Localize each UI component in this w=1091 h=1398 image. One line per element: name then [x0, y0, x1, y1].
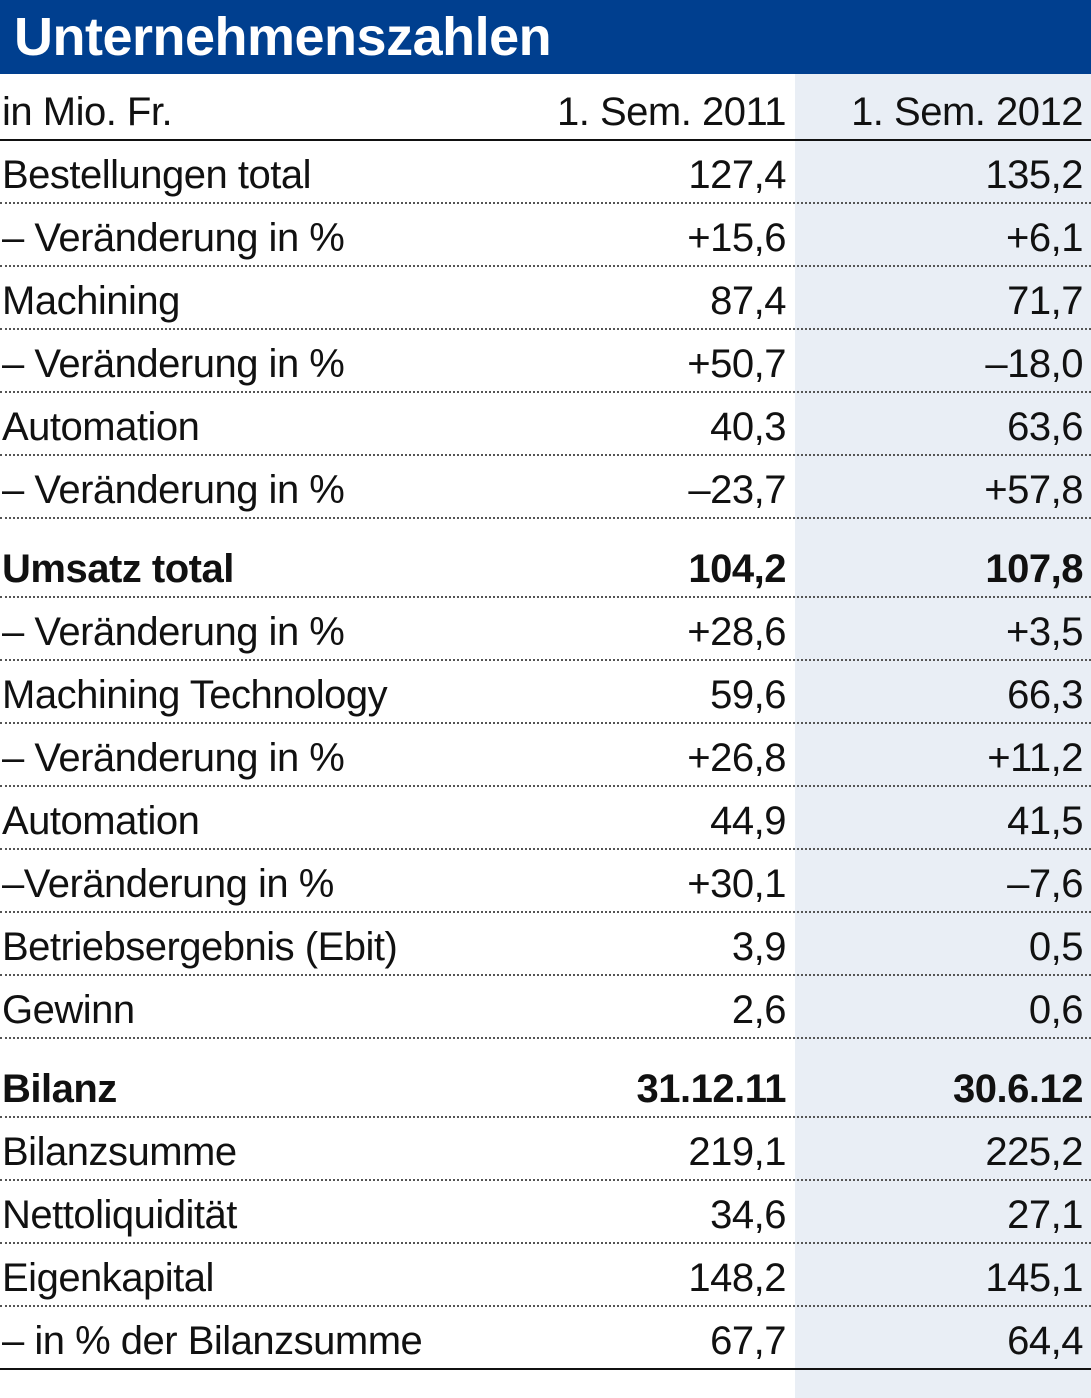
value-2011: 3,9: [731, 925, 787, 969]
table-header: in Mio. Fr. 1. Sem. 2011 1. Sem. 2012: [0, 74, 1091, 141]
value-2011: +50,7: [687, 342, 786, 386]
table-row: – Veränderung in % +50,7 –18,0: [0, 330, 1091, 393]
row-label: Machining: [2, 279, 180, 323]
value-2012: –18,0: [985, 342, 1083, 386]
row-label: – Veränderung in %: [2, 610, 345, 654]
value-2011: 67,7: [710, 1319, 786, 1363]
unit-label: in Mio. Fr.: [2, 90, 173, 134]
value-2011: –23,7: [688, 468, 786, 512]
table-row-umsatz-total: Umsatz total 104,2 107,8: [0, 519, 1091, 598]
row-label: Eigenkapital: [2, 1256, 214, 1300]
table-row: Bilanzsumme 219,1 225,2: [0, 1118, 1091, 1181]
table-row: – Veränderung in % –23,7 +57,8: [0, 456, 1091, 519]
value-2011: 31.12.11: [636, 1067, 787, 1111]
table-row: Automation 44,9 41,5: [0, 787, 1091, 850]
row-label: –Veränderung in %: [2, 862, 334, 906]
value-2011: 40,3: [710, 405, 786, 449]
value-2011: +30,1: [687, 862, 786, 906]
row-label: Bilanz: [2, 1067, 117, 1111]
row-label: – in % der Bilanzsumme: [2, 1319, 423, 1363]
row-label: Nettoliquidität: [2, 1193, 237, 1237]
value-2012: 30.6.12: [953, 1067, 1083, 1111]
value-2012: 145,1: [985, 1256, 1083, 1300]
value-2012: 66,3: [1007, 673, 1083, 717]
value-2012: 107,8: [985, 547, 1083, 591]
value-2012: 135,2: [985, 153, 1083, 197]
value-2011: 44,9: [710, 799, 786, 843]
row-label: Machining Technology: [2, 673, 388, 717]
value-2012: 41,5: [1007, 799, 1083, 843]
table-row: Gewinn 2,6 0,6: [0, 976, 1091, 1039]
value-2012: +3,5: [1006, 610, 1083, 654]
row-label: – Veränderung in %: [2, 342, 345, 386]
value-2012: 0,5: [1028, 925, 1084, 969]
table-row: Betriebsergebnis (Ebit) 3,9 0,5: [0, 913, 1091, 976]
table-row: – in % der Bilanzsumme 67,7 64,4: [0, 1307, 1091, 1370]
row-label: – Veränderung in %: [2, 216, 345, 260]
value-2012: +6,1: [1006, 216, 1083, 260]
table-row: Automation 40,3 63,6: [0, 393, 1091, 456]
value-2011: 148,2: [688, 1256, 786, 1300]
row-label: Gewinn: [2, 988, 135, 1032]
value-2012: 0,6: [1028, 988, 1084, 1032]
figures-table: in Mio. Fr. 1. Sem. 2011 1. Sem. 2012 Be…: [0, 74, 1091, 1370]
value-2012: 63,6: [1007, 405, 1083, 449]
row-label: Automation: [2, 799, 200, 843]
table-row-bilanz: Bilanz 31.12.11 30.6.12: [0, 1039, 1091, 1118]
table-row: Nettoliquidität 34,6 27,1: [0, 1181, 1091, 1244]
value-2011: 59,6: [710, 673, 786, 717]
value-2012: –7,6: [1007, 862, 1083, 906]
row-label: Umsatz total: [2, 547, 234, 591]
value-2011: +28,6: [687, 610, 786, 654]
value-2011: 219,1: [688, 1130, 786, 1174]
page-title: Unternehmenszahlen: [14, 7, 552, 67]
row-label: Betriebsergebnis (Ebit): [2, 925, 398, 969]
column-header-2012: 1. Sem. 2012: [851, 90, 1083, 134]
value-2011: 104,2: [688, 547, 786, 591]
table-row: Eigenkapital 148,2 145,1: [0, 1244, 1091, 1307]
table-row: – Veränderung in % +26,8 +11,2: [0, 724, 1091, 787]
value-2011: 34,6: [710, 1193, 786, 1237]
row-label: Bilanzsumme: [2, 1130, 237, 1174]
column-header-2011: 1. Sem. 2011: [557, 90, 786, 134]
table-row: Machining Technology 59,6 66,3: [0, 661, 1091, 724]
row-label: Automation: [2, 405, 200, 449]
row-label: Bestellungen total: [2, 153, 312, 197]
value-2012: 225,2: [985, 1130, 1083, 1174]
value-2012: +57,8: [984, 468, 1083, 512]
table-row: –Veränderung in % +30,1 –7,6: [0, 850, 1091, 913]
table-row: – Veränderung in % +28,6 +3,5: [0, 598, 1091, 661]
value-2011: +26,8: [687, 736, 786, 780]
row-label: – Veränderung in %: [2, 468, 345, 512]
value-2011: 87,4: [710, 279, 786, 323]
value-2012: 71,7: [1007, 279, 1083, 323]
table-row-bestellungen: Bestellungen total 127,4 135,2: [0, 141, 1091, 204]
value-2012: +11,2: [987, 736, 1083, 780]
value-2011: 2,6: [731, 988, 787, 1032]
column-2012-shading: [795, 74, 1091, 1398]
title-bar: Unternehmenszahlen: [0, 0, 1091, 74]
row-label: – Veränderung in %: [2, 736, 345, 780]
value-2011: +15,6: [687, 216, 786, 260]
table-row: Machining 87,4 71,7: [0, 267, 1091, 330]
value-2012: 27,1: [1007, 1193, 1083, 1237]
value-2012: 64,4: [1007, 1319, 1083, 1363]
value-2011: 127,4: [688, 153, 786, 197]
table-row: – Veränderung in % +15,6 +6,1: [0, 204, 1091, 267]
